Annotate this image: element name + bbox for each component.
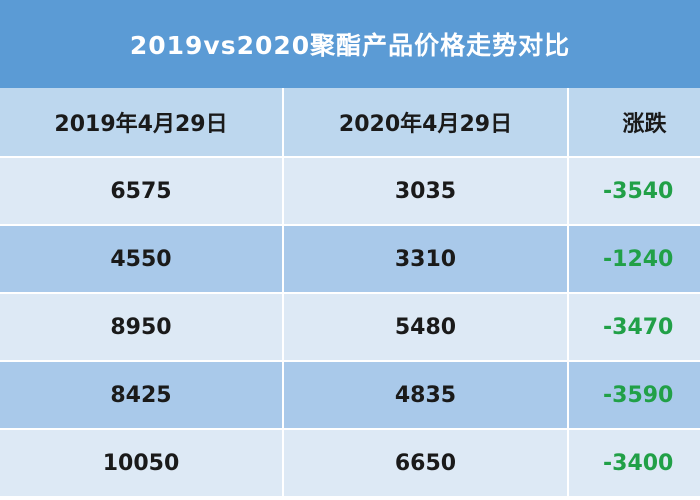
table-cell: -3540 (569, 158, 700, 226)
column-header: 2020年4月29日 (284, 88, 569, 158)
table-cell: 5480 (284, 294, 569, 362)
table-cell: -3400 (569, 430, 700, 498)
table-cell: 4835 (284, 362, 569, 430)
table-cell: -3590 (569, 362, 700, 430)
table-cell: 6575 (0, 158, 284, 226)
table-cell: 8950 (0, 294, 284, 362)
table-row: 6575 3035 -3540 (0, 158, 700, 226)
table-cell: 8425 (0, 362, 284, 430)
table-row: 10050 6650 -3400 (0, 430, 700, 498)
column-header: 2019年4月29日 (0, 88, 284, 158)
column-header: 涨跌 (569, 88, 700, 158)
table-row: 8425 4835 -3590 (0, 362, 700, 430)
table-body: 6575 3035 -3540 4550 3310 -1240 8950 5480 -3470 8… (0, 158, 700, 498)
table-cell: 4550 (0, 226, 284, 294)
table-cell: -1240 (569, 226, 700, 294)
table-cell: -3470 (569, 294, 700, 362)
table-cell: 6650 (284, 430, 569, 498)
table-row: 8950 5480 -3470 (0, 294, 700, 362)
table-row: 4550 3310 -1240 (0, 226, 700, 294)
table-cell: 3310 (284, 226, 569, 294)
header-row: 2019年4月29日 2020年4月29日 涨跌 (0, 88, 700, 158)
table-cell: 10050 (0, 430, 284, 498)
table-title: 2019vs2020聚酯产品价格走势对比 (0, 0, 700, 88)
table-cell: 3035 (284, 158, 569, 226)
